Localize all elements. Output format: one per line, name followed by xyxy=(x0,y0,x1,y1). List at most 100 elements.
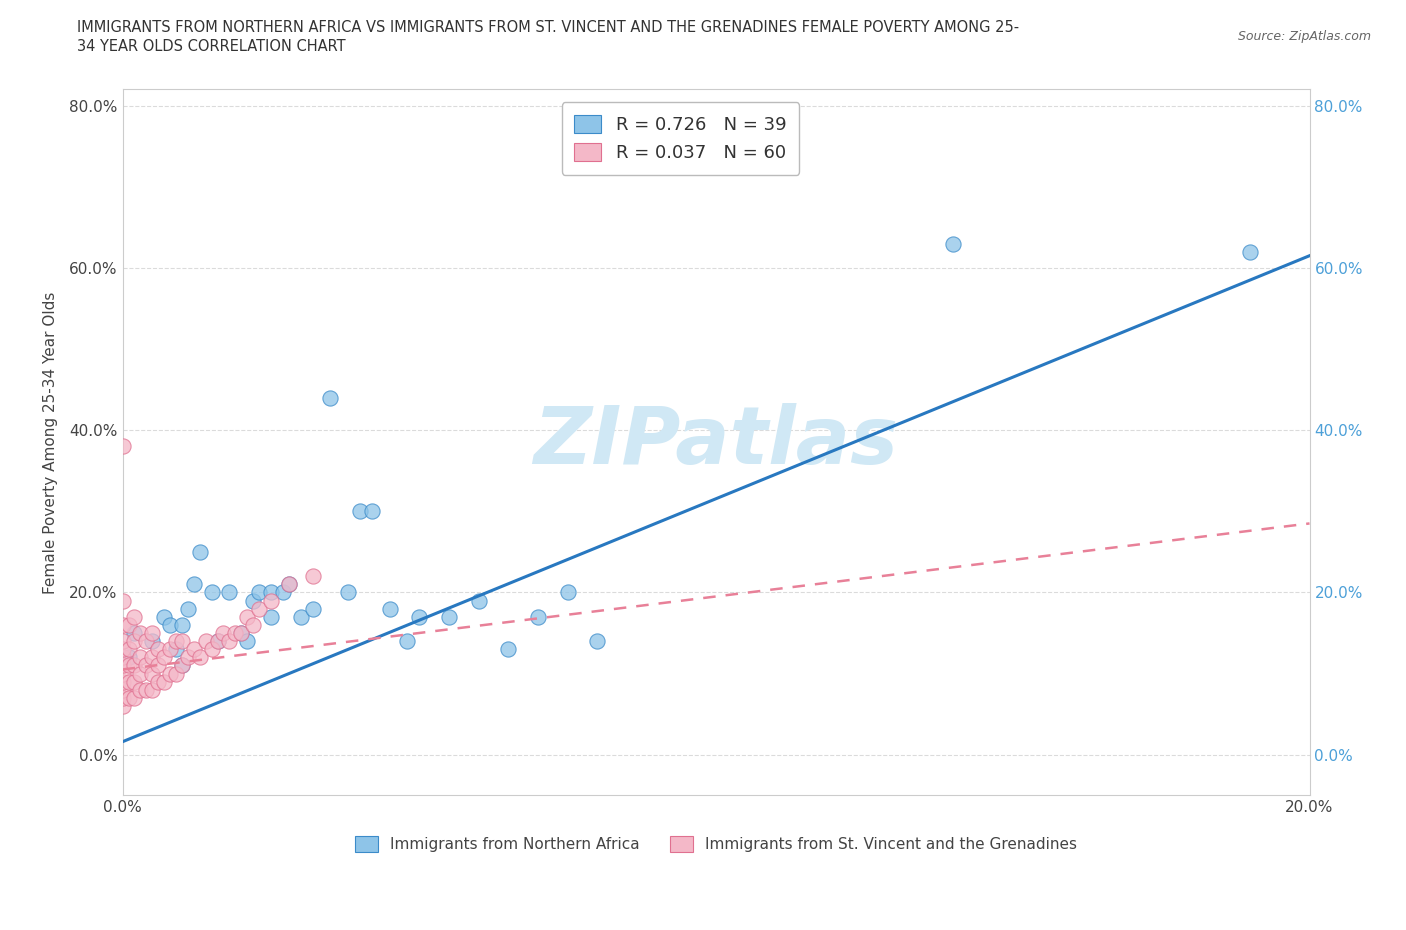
Point xyxy=(260,585,283,600)
Point xyxy=(141,650,163,665)
Point xyxy=(437,609,460,624)
Text: Source: ZipAtlas.com: Source: ZipAtlas.com xyxy=(1237,30,1371,43)
Point xyxy=(111,666,134,681)
Point xyxy=(129,666,152,681)
Legend: Immigrants from Northern Africa, Immigrants from St. Vincent and the Grenadines: Immigrants from Northern Africa, Immigra… xyxy=(349,830,1084,858)
Point xyxy=(277,577,299,591)
Point xyxy=(271,585,294,600)
Point xyxy=(170,618,193,632)
Point xyxy=(177,650,200,665)
Point xyxy=(260,609,283,624)
Point xyxy=(218,633,240,648)
Point xyxy=(165,666,187,681)
Point xyxy=(231,626,253,641)
Point xyxy=(201,585,224,600)
Point xyxy=(159,642,181,657)
Y-axis label: Female Poverty Among 25-34 Year Olds: Female Poverty Among 25-34 Year Olds xyxy=(44,291,58,593)
Point xyxy=(124,658,146,673)
Point xyxy=(218,585,240,600)
Point xyxy=(1239,245,1261,259)
Point xyxy=(159,618,181,632)
Point xyxy=(111,658,134,673)
Point xyxy=(378,601,401,616)
Point xyxy=(224,626,246,641)
Point xyxy=(135,633,157,648)
Point xyxy=(236,633,259,648)
Point xyxy=(165,642,187,657)
Point xyxy=(301,569,323,584)
Point xyxy=(277,577,299,591)
Point xyxy=(124,633,146,648)
Point xyxy=(498,642,520,657)
Point xyxy=(135,658,157,673)
Point xyxy=(290,609,312,624)
Point xyxy=(117,618,139,632)
Point xyxy=(942,236,965,251)
Point xyxy=(148,658,170,673)
Point xyxy=(124,609,146,624)
Point xyxy=(111,593,134,608)
Point xyxy=(188,650,211,665)
Point xyxy=(111,618,134,632)
Text: ZIPatlas: ZIPatlas xyxy=(533,404,898,482)
Point xyxy=(247,601,270,616)
Point xyxy=(247,585,270,600)
Point xyxy=(527,609,550,624)
Point xyxy=(111,642,134,657)
Point xyxy=(586,633,609,648)
Text: 34 YEAR OLDS CORRELATION CHART: 34 YEAR OLDS CORRELATION CHART xyxy=(77,39,346,54)
Point xyxy=(153,674,176,689)
Point xyxy=(170,658,193,673)
Point xyxy=(319,391,342,405)
Point xyxy=(207,633,229,648)
Point xyxy=(260,593,283,608)
Point xyxy=(349,504,371,519)
Point xyxy=(242,593,264,608)
Point xyxy=(467,593,489,608)
Point xyxy=(111,439,134,454)
Point xyxy=(141,683,163,698)
Point xyxy=(170,658,193,673)
Point xyxy=(408,609,430,624)
Point xyxy=(117,642,139,657)
Point xyxy=(117,650,139,665)
Point xyxy=(231,626,253,641)
Point xyxy=(183,642,205,657)
Point xyxy=(212,626,235,641)
Point xyxy=(111,683,134,698)
Point xyxy=(124,674,146,689)
Point xyxy=(111,650,134,665)
Point xyxy=(396,633,419,648)
Text: IMMIGRANTS FROM NORTHERN AFRICA VS IMMIGRANTS FROM ST. VINCENT AND THE GRENADINE: IMMIGRANTS FROM NORTHERN AFRICA VS IMMIG… xyxy=(77,20,1019,35)
Point xyxy=(124,626,146,641)
Point xyxy=(242,618,264,632)
Point xyxy=(337,585,360,600)
Point xyxy=(148,674,170,689)
Point xyxy=(153,650,176,665)
Point xyxy=(117,674,139,689)
Point xyxy=(141,633,163,648)
Point xyxy=(159,666,181,681)
Point xyxy=(124,690,146,705)
Point xyxy=(111,698,134,713)
Point xyxy=(111,633,134,648)
Point xyxy=(557,585,579,600)
Point xyxy=(141,626,163,641)
Point xyxy=(360,504,382,519)
Point xyxy=(170,633,193,648)
Point xyxy=(129,650,152,665)
Point xyxy=(301,601,323,616)
Point xyxy=(194,633,217,648)
Point xyxy=(129,626,152,641)
Point xyxy=(201,642,224,657)
Point xyxy=(135,683,157,698)
Point xyxy=(117,658,139,673)
Point xyxy=(188,544,211,559)
Point xyxy=(177,601,200,616)
Point xyxy=(207,633,229,648)
Point xyxy=(153,609,176,624)
Point xyxy=(236,609,259,624)
Point xyxy=(111,690,134,705)
Point xyxy=(117,690,139,705)
Point xyxy=(165,633,187,648)
